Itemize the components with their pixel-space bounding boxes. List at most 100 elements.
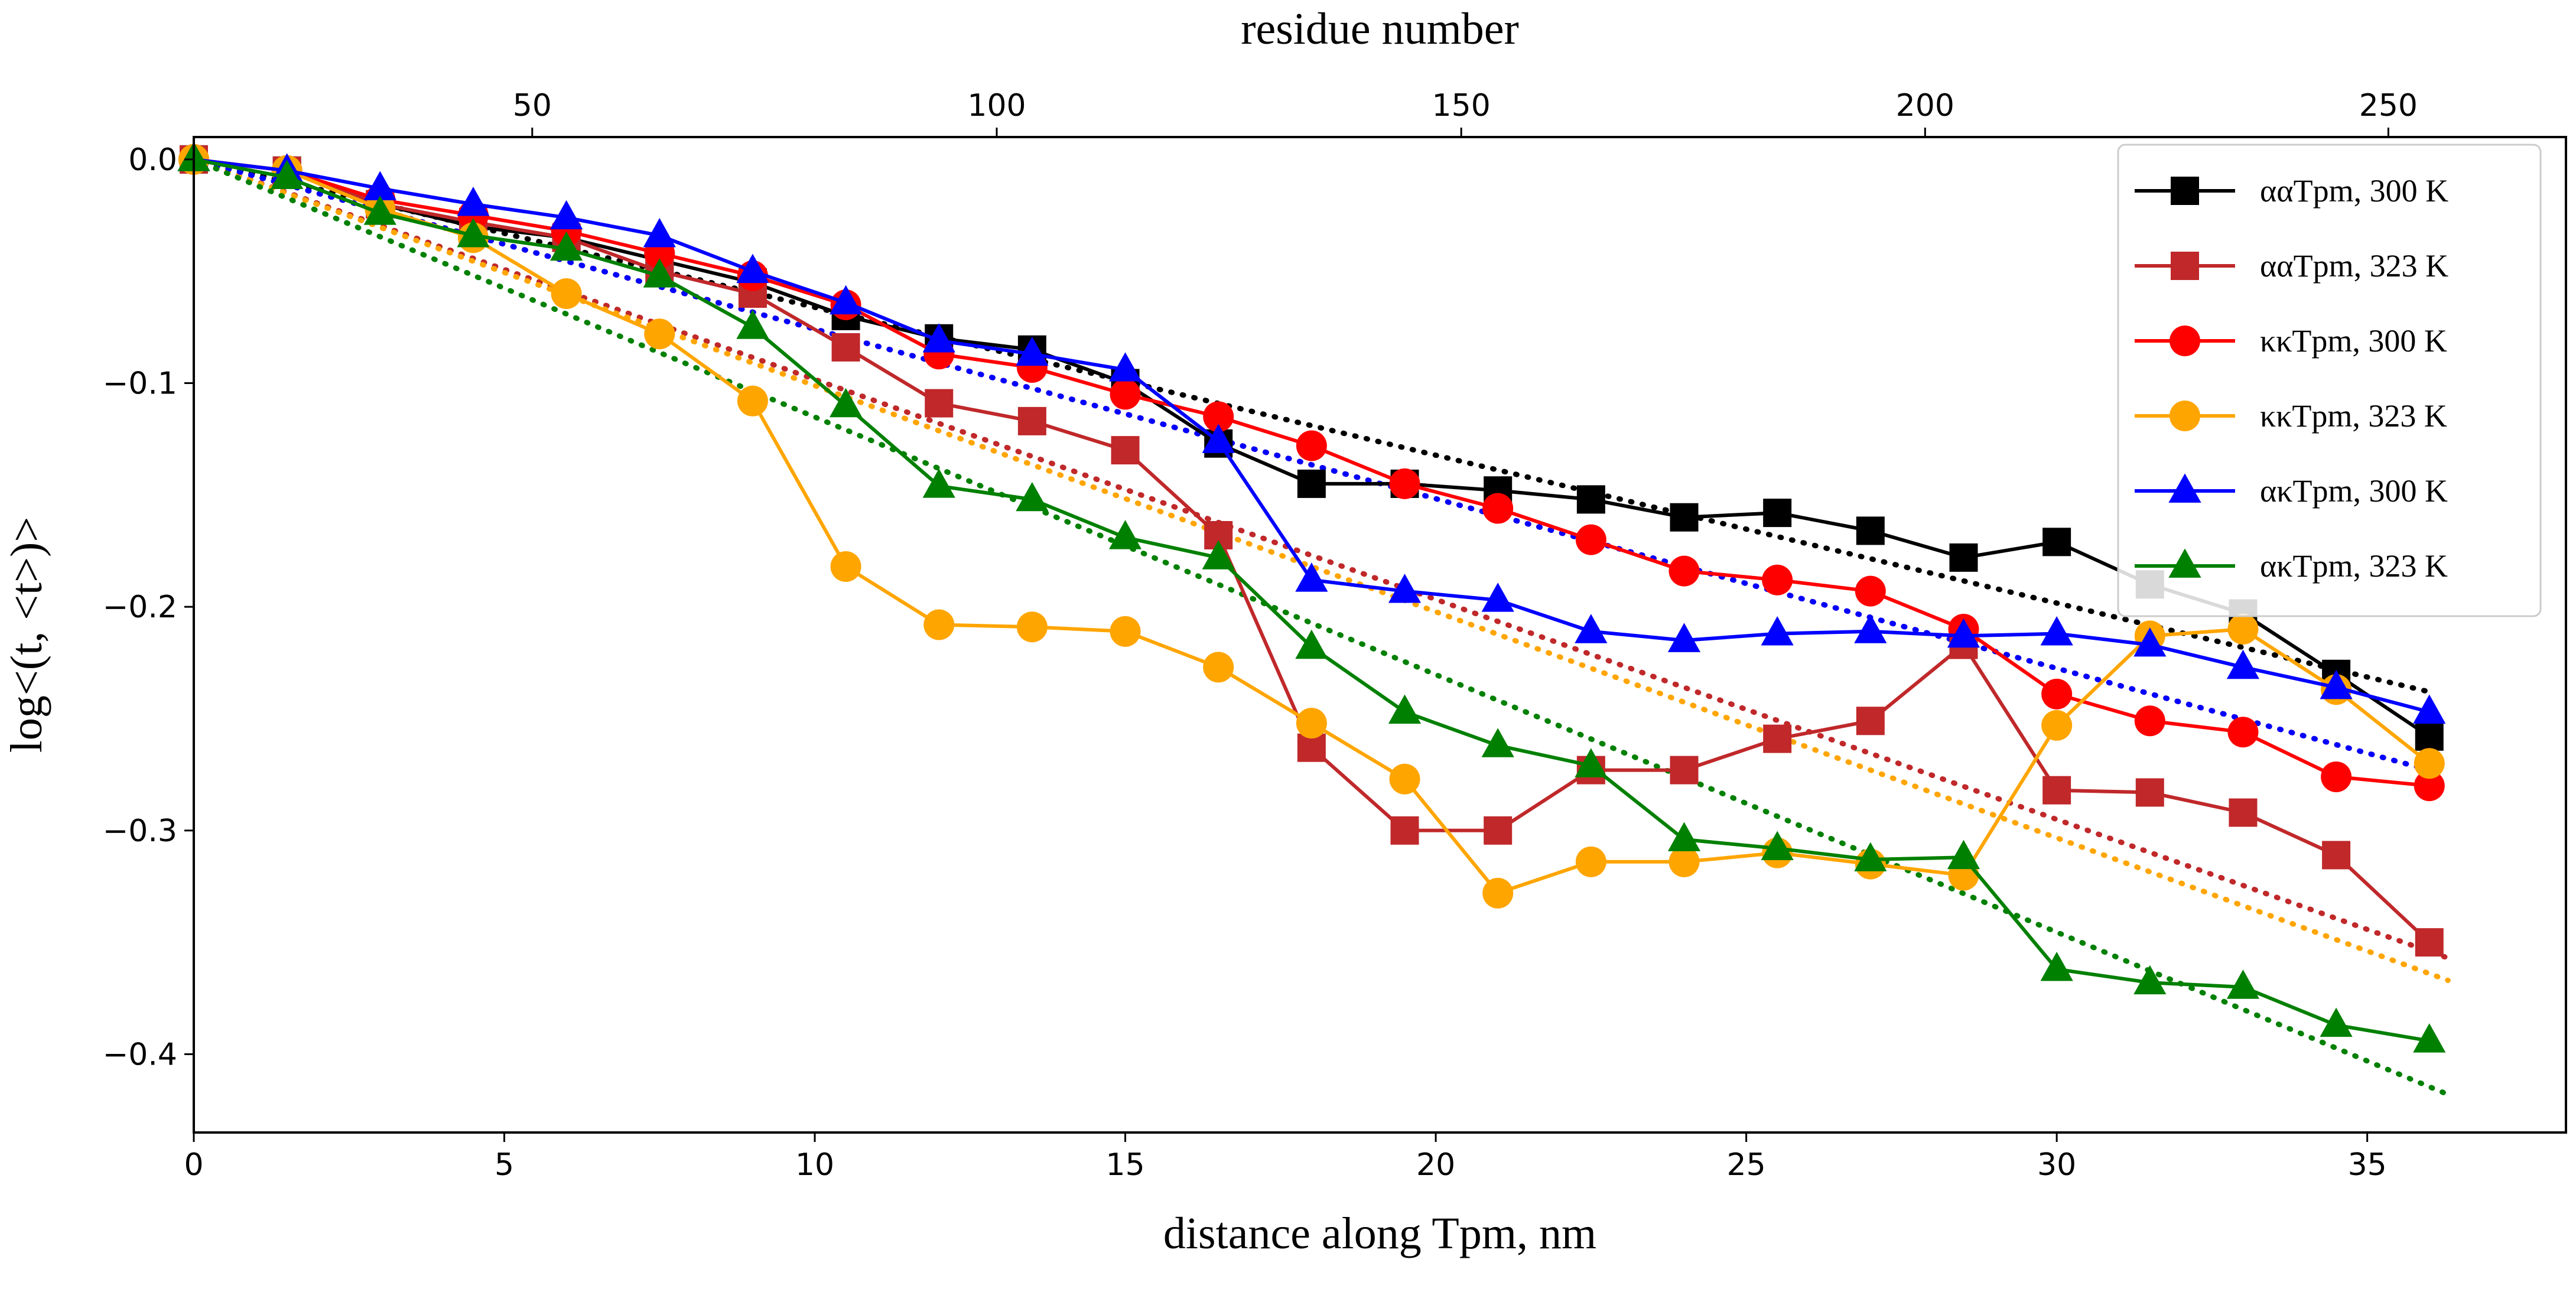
- data-point: [1203, 652, 1234, 683]
- plot-frame: [193, 136, 2567, 1134]
- legend-label: ακTpm, 300 K: [2260, 473, 2448, 509]
- legend-box: [2117, 144, 2542, 617]
- data-point: [2413, 694, 2446, 724]
- data-point: [923, 609, 955, 640]
- data-point: [1856, 707, 1885, 736]
- data-point: [2226, 969, 2260, 999]
- data-point: [922, 468, 955, 498]
- data-point: [1668, 846, 1700, 877]
- data-point: [1855, 575, 1886, 607]
- legend-label: ακTpm, 323 K: [2260, 548, 2448, 584]
- data-point: [1016, 336, 1049, 366]
- data-point: [643, 218, 676, 248]
- data-point: [2320, 1007, 2353, 1037]
- x-tick-label: 5: [495, 1147, 514, 1183]
- data-point: [643, 258, 676, 288]
- data-point: [2040, 616, 2073, 646]
- data-point: [2133, 627, 2167, 657]
- series-group: [177, 142, 2446, 1053]
- data-point: [736, 310, 769, 339]
- data-point: [830, 551, 861, 582]
- data-point: [1390, 816, 1419, 845]
- data-point: [2321, 761, 2352, 792]
- data-point: [829, 388, 863, 418]
- legend-label: ααTpm, 300 K: [2260, 173, 2448, 209]
- data-point: [1110, 379, 1141, 410]
- legend-label: ααTpm, 323 K: [2260, 248, 2448, 284]
- data-point: [2414, 770, 2445, 802]
- data-point: [2227, 717, 2259, 748]
- data-point: [1761, 831, 1794, 860]
- data-point: [1110, 616, 1141, 647]
- legend: ααTpm, 300 K ααTpm, 323 K κκTpm, 300 K κκTp…: [2117, 144, 2542, 617]
- data-point: [737, 385, 768, 416]
- legend-label: κκTpm, 300 K: [2260, 323, 2447, 359]
- data-point: [1670, 756, 1699, 785]
- data-point: [644, 318, 675, 350]
- data-point: [2415, 722, 2444, 751]
- data-point: [1947, 618, 1980, 648]
- top-axis-ticks: 50 100 150 200 250: [513, 88, 2418, 137]
- x-tick-label: 20: [1416, 1147, 1455, 1183]
- data-point: [1856, 516, 1885, 545]
- x-tick-label: 10: [795, 1147, 834, 1183]
- data-point: [1763, 499, 1792, 528]
- data-point: [1761, 616, 1794, 646]
- data-point: [457, 186, 490, 216]
- data-point: [831, 333, 860, 362]
- x-axis-label: distance along Tpm, nm: [1163, 1209, 1596, 1258]
- data-point: [457, 218, 490, 248]
- legend-marker: [2168, 473, 2201, 503]
- x-tick-label: 15: [1105, 1147, 1144, 1183]
- data-point: [1670, 503, 1699, 532]
- top-tick-label: 250: [2359, 88, 2418, 123]
- data-point: [2226, 649, 2260, 679]
- y-tick-label: 0.0: [128, 142, 177, 178]
- data-point: [1576, 485, 1605, 514]
- legend-marker: [2170, 326, 2200, 356]
- top-tick-label: 150: [1432, 88, 1491, 123]
- data-point: [1667, 822, 1701, 851]
- y-tick-label: −0.2: [103, 590, 177, 625]
- data-point: [2041, 678, 2073, 710]
- legend-marker: [2171, 177, 2199, 205]
- data-point: [1388, 574, 1422, 603]
- data-point: [1947, 839, 1980, 870]
- data-point: [550, 200, 583, 230]
- data-point: [2041, 710, 2073, 741]
- data-point: [1016, 481, 1049, 512]
- data-point: [925, 389, 954, 418]
- data-point: [1668, 555, 1700, 587]
- top-tick-label: 50: [513, 88, 552, 123]
- x-tick-label: 0: [184, 1147, 203, 1183]
- data-point: [1575, 524, 1606, 555]
- fit-line: [191, 157, 2432, 695]
- data-point: [1484, 816, 1513, 845]
- data-point: [2042, 776, 2071, 805]
- legend-marker: [2168, 548, 2201, 578]
- data-point: [1111, 436, 1140, 465]
- data-point: [1108, 352, 1142, 382]
- data-point: [551, 278, 582, 310]
- data-point: [1016, 611, 1048, 643]
- data-point: [829, 285, 863, 315]
- data-point: [1854, 614, 1887, 643]
- data-point: [271, 160, 304, 190]
- data-point: [1388, 694, 1422, 724]
- data-point: [550, 231, 583, 261]
- data-point: [1575, 614, 1608, 643]
- y-tick-label: −0.1: [103, 366, 177, 402]
- data-point: [2322, 841, 2351, 870]
- data-point: [1482, 877, 1514, 909]
- x-tick-label: 35: [2348, 1147, 2387, 1183]
- y-axis-label: log<(t, <t>)>: [2, 517, 51, 753]
- data-point: [1763, 724, 1792, 753]
- y-tick-label: −0.3: [103, 813, 177, 849]
- x-tick-label: 30: [2037, 1147, 2076, 1183]
- y-tick-label: −0.4: [103, 1037, 177, 1072]
- top-axis-label: residue number: [1241, 4, 1519, 54]
- data-point: [2227, 614, 2259, 645]
- fit-line: [191, 157, 2451, 1098]
- y-axis-ticks: 0.0 −0.1 −0.2 −0.3 −0.4: [103, 142, 194, 1072]
